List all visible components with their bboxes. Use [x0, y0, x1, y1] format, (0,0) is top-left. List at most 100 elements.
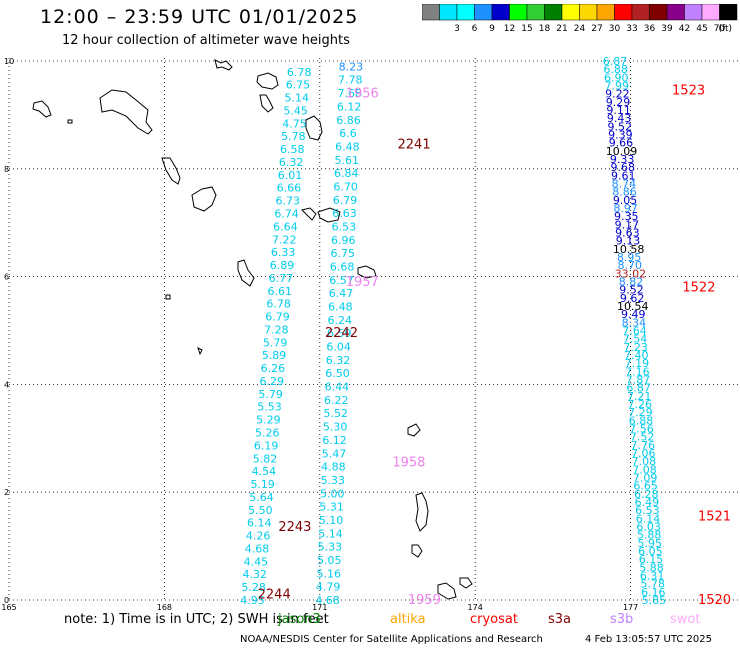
wave-height-value[interactable]: 5.33	[321, 474, 346, 487]
wave-height-value[interactable]: 6.64	[273, 220, 298, 233]
wave-height-value[interactable]: 5.05	[317, 554, 342, 567]
wave-height-value[interactable]: 9.22	[605, 88, 630, 101]
wave-height-value[interactable]: 10.09	[606, 145, 638, 158]
wave-height-value[interactable]: 9.49	[621, 308, 646, 321]
wave-height-value[interactable]: 5.50	[248, 504, 273, 517]
wave-height-value[interactable]: 6.79	[265, 311, 290, 324]
wave-height-value[interactable]: 9.68	[610, 161, 635, 174]
wave-height-value[interactable]: 5.14	[285, 92, 310, 105]
wave-height-value[interactable]: 5.85	[642, 594, 667, 607]
wave-height-value[interactable]: 6.33	[271, 246, 296, 259]
wave-height-value[interactable]: 6.53	[635, 504, 660, 517]
wave-height-value[interactable]: 5.19	[250, 478, 275, 491]
wave-height-value[interactable]: 9.61	[611, 169, 636, 182]
wave-height-value[interactable]: 10.58	[613, 243, 645, 256]
wave-height-value[interactable]: 4.32	[242, 568, 267, 581]
wave-height-value[interactable]: 6.73	[275, 195, 300, 208]
wave-height-value[interactable]: 5.88	[637, 529, 662, 542]
wave-height-value[interactable]: 6.74	[274, 207, 299, 220]
wave-height-value[interactable]: 6.66	[277, 182, 302, 195]
wave-height-value[interactable]: 9.66	[609, 137, 634, 150]
wave-height-value[interactable]: 5.52	[323, 407, 348, 420]
wave-height-value[interactable]: 9.11	[606, 104, 631, 117]
wave-height-value[interactable]: 6.86	[336, 114, 361, 127]
wave-height-value[interactable]: 5.47	[322, 447, 347, 460]
wave-height-value[interactable]: 5.78	[281, 130, 306, 143]
wave-height-value[interactable]: 5.79	[263, 336, 288, 349]
wave-height-value[interactable]: 7.22	[272, 233, 297, 246]
wave-height-value[interactable]: 5.29	[256, 414, 281, 427]
wave-height-value[interactable]: 7.23	[623, 341, 648, 354]
wave-height-value[interactable]: 6.16	[641, 586, 666, 599]
wave-height-value[interactable]: 5.33	[318, 541, 343, 554]
wave-height-value[interactable]: 6.63	[332, 207, 357, 220]
wave-height-value[interactable]: 4.79	[316, 581, 341, 594]
wave-height-value[interactable]: 5.16	[316, 567, 341, 580]
wave-height-value[interactable]: 5.95	[638, 537, 663, 550]
wave-height-value[interactable]: 33.02	[615, 267, 647, 280]
wave-height-value[interactable]: 6.78	[287, 66, 312, 79]
wave-height-value[interactable]: 6.32	[279, 156, 304, 169]
wave-height-value[interactable]: 9.33	[610, 153, 635, 166]
wave-height-value[interactable]: 9.13	[616, 235, 641, 248]
wave-height-value[interactable]: 6.79	[333, 194, 358, 207]
wave-height-value[interactable]: 5.88	[639, 561, 664, 574]
wave-height-value[interactable]: 9.05	[613, 194, 638, 207]
wave-height-value[interactable]: 7.40	[624, 349, 649, 362]
wave-height-value[interactable]: 4.68	[315, 594, 340, 607]
wave-height-value[interactable]: 7.68	[337, 87, 362, 100]
wave-height-value[interactable]: 7.56	[629, 423, 654, 436]
wave-height-value[interactable]: 6.87	[626, 382, 651, 395]
wave-height-value[interactable]: 8.74	[612, 178, 637, 191]
wave-height-value[interactable]: 7.26	[628, 398, 653, 411]
wave-height-value[interactable]: 8.97	[613, 202, 638, 215]
wave-height-value[interactable]: 5.45	[283, 104, 308, 117]
wave-height-value[interactable]: 8.23	[339, 60, 364, 73]
wave-height-value[interactable]: 6.01	[278, 169, 303, 182]
wave-height-value[interactable]: 7.08	[632, 455, 657, 468]
wave-height-value[interactable]: 6.65	[633, 480, 658, 493]
wave-height-value[interactable]: 6.22	[324, 394, 349, 407]
wave-height-value[interactable]: 7.64	[622, 325, 647, 338]
wave-height-value[interactable]: 7.06	[631, 447, 656, 460]
wave-height-value[interactable]: 9.35	[614, 210, 639, 223]
wave-height-value[interactable]: 6.44	[325, 381, 350, 394]
wave-height-value[interactable]: 6.12	[322, 434, 347, 447]
wave-height-value[interactable]: 9.52	[619, 284, 644, 297]
wave-height-value[interactable]: 7.09	[633, 472, 658, 485]
wave-height-value[interactable]: 7.08	[632, 463, 657, 476]
wave-height-value[interactable]: 8.34	[622, 316, 647, 329]
wave-height-value[interactable]: 9.52	[608, 120, 633, 133]
wave-height-value[interactable]: 6.70	[333, 180, 358, 193]
wave-height-value[interactable]: 8.82	[619, 276, 644, 289]
wave-height-value[interactable]: 7.19	[625, 357, 650, 370]
wave-height-value[interactable]: 7.21	[627, 390, 652, 403]
wave-height-value[interactable]: 6.88	[603, 63, 628, 76]
wave-height-value[interactable]: 6.26	[261, 362, 286, 375]
wave-height-value[interactable]: 6.61	[267, 285, 292, 298]
wave-height-value[interactable]: 6.68	[330, 260, 355, 273]
wave-height-value[interactable]: 8.95	[617, 251, 642, 264]
wave-height-value[interactable]: 5.30	[323, 421, 348, 434]
wave-height-value[interactable]: 4.95	[240, 594, 265, 607]
wave-height-value[interactable]: 4.45	[244, 555, 269, 568]
wave-height-value[interactable]: 5.26	[255, 427, 280, 440]
wave-height-value[interactable]: 7.76	[630, 439, 655, 452]
wave-height-value[interactable]: 6.75	[286, 79, 311, 92]
wave-height-value[interactable]: 6.58	[280, 143, 305, 156]
wave-height-value[interactable]: 9.62	[620, 292, 645, 305]
wave-height-value[interactable]: 6.12	[337, 100, 362, 113]
wave-height-value[interactable]: 6.04	[326, 341, 351, 354]
wave-height-value[interactable]: 6.87	[603, 55, 628, 68]
wave-height-value[interactable]: 5.14	[318, 527, 343, 540]
wave-height-value[interactable]: 6.19	[254, 439, 279, 452]
wave-height-value[interactable]: 7.87	[626, 374, 651, 387]
wave-height-value[interactable]: 8.86	[612, 186, 637, 199]
wave-height-value[interactable]: 6.77	[269, 272, 294, 285]
wave-height-value[interactable]: 6.31	[640, 570, 665, 583]
wave-height-value[interactable]: 5.64	[249, 491, 274, 504]
wave-height-value[interactable]: 5.61	[335, 154, 360, 167]
wave-height-value[interactable]: 6.53	[332, 220, 357, 233]
wave-height-value[interactable]: 5.28	[241, 581, 266, 594]
wave-height-value[interactable]: 4.26	[246, 530, 271, 543]
